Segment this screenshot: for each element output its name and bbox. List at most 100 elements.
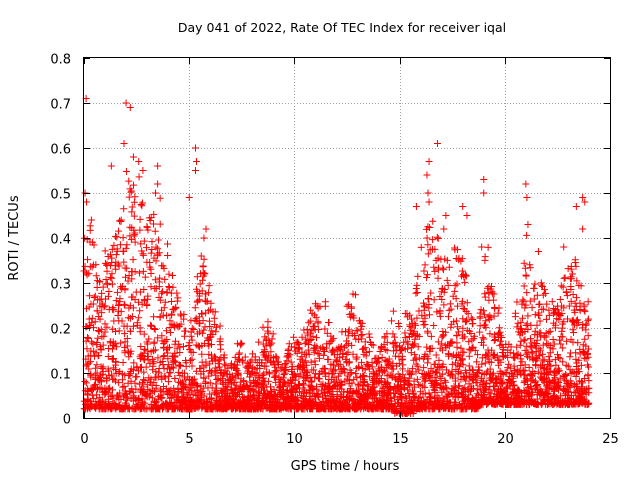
data-point — [97, 346, 105, 354]
data-point — [86, 400, 94, 408]
data-point — [307, 358, 315, 366]
data-point — [199, 317, 207, 325]
data-point — [463, 299, 471, 307]
data-point — [421, 261, 429, 269]
data-point — [142, 363, 150, 371]
data-point — [301, 340, 309, 348]
data-point — [103, 267, 111, 275]
data-point — [228, 386, 236, 394]
data-point — [297, 392, 305, 400]
data-point — [579, 225, 587, 233]
data-point — [101, 247, 109, 255]
data-point — [217, 345, 225, 353]
data-point — [199, 329, 207, 337]
data-point — [480, 189, 488, 197]
data-point — [521, 264, 529, 272]
data-point — [120, 300, 128, 308]
data-point — [203, 399, 211, 407]
data-point — [265, 352, 273, 360]
data-point — [154, 180, 162, 188]
data-point — [93, 283, 101, 291]
data-point — [146, 216, 154, 224]
data-point — [249, 350, 257, 358]
y-tick-label: 0.3 — [50, 278, 71, 293]
data-point — [186, 357, 194, 365]
data-point — [200, 234, 208, 242]
data-point — [224, 364, 232, 372]
data-point — [98, 364, 106, 372]
data-point — [521, 336, 529, 344]
data-point — [249, 363, 257, 371]
data-point — [366, 333, 374, 341]
data-point — [481, 359, 489, 367]
x-axis-label: GPS time / hours — [291, 459, 400, 474]
data-point — [167, 310, 175, 318]
data-point — [465, 362, 473, 370]
data-point — [305, 388, 313, 396]
data-point — [142, 392, 150, 400]
data-point — [255, 338, 263, 346]
data-point — [352, 370, 360, 378]
data-point — [494, 309, 502, 317]
data-point — [207, 395, 215, 403]
data-point — [560, 274, 568, 282]
data-point — [117, 395, 125, 403]
data-point — [523, 320, 531, 328]
data-point — [443, 276, 451, 284]
data-point — [317, 400, 325, 408]
data-point — [182, 359, 190, 367]
data-point — [93, 307, 101, 315]
data-point — [96, 315, 104, 323]
data-point — [292, 339, 300, 347]
data-point — [424, 327, 432, 335]
data-point — [320, 388, 328, 396]
data-point — [280, 379, 288, 387]
data-point — [476, 313, 484, 321]
data-point — [567, 297, 575, 305]
data-point — [186, 375, 194, 383]
data-point — [171, 388, 179, 396]
data-point — [224, 398, 232, 406]
data-point — [572, 203, 580, 210]
data-point — [216, 335, 224, 343]
data-point — [129, 304, 137, 312]
data-point — [448, 360, 456, 368]
x-tick-label: 20 — [497, 432, 514, 447]
data-point — [459, 334, 467, 342]
data-point — [160, 403, 168, 411]
data-point — [179, 378, 187, 386]
data-point — [144, 386, 152, 394]
chart-title: Day 041 of 2022, Rate Of TEC Index for r… — [178, 20, 506, 35]
data-point — [128, 385, 136, 393]
data-point — [290, 343, 298, 351]
data-point — [491, 303, 499, 311]
data-point — [350, 376, 358, 384]
data-point — [192, 144, 200, 152]
data-point — [179, 343, 187, 351]
data-point — [138, 379, 146, 387]
data-point — [444, 281, 452, 289]
data-point — [90, 324, 98, 332]
data-point — [417, 243, 425, 251]
data-point — [89, 340, 97, 348]
data-point — [530, 284, 538, 292]
data-point — [206, 379, 214, 387]
data-point — [111, 232, 119, 240]
data-point — [135, 314, 143, 322]
data-point — [288, 368, 296, 376]
data-point — [243, 369, 251, 377]
data-point — [479, 334, 487, 342]
data-point — [430, 322, 438, 330]
data-point — [180, 310, 188, 318]
data-point — [365, 330, 373, 338]
data-point — [238, 340, 246, 348]
data-point — [293, 385, 301, 393]
data-point — [143, 300, 151, 308]
data-point — [130, 198, 138, 206]
data-point — [139, 267, 147, 275]
data-point — [495, 304, 503, 312]
data-point — [176, 361, 184, 369]
data-point — [302, 357, 310, 365]
data-point — [250, 379, 258, 387]
data-point — [112, 377, 120, 385]
